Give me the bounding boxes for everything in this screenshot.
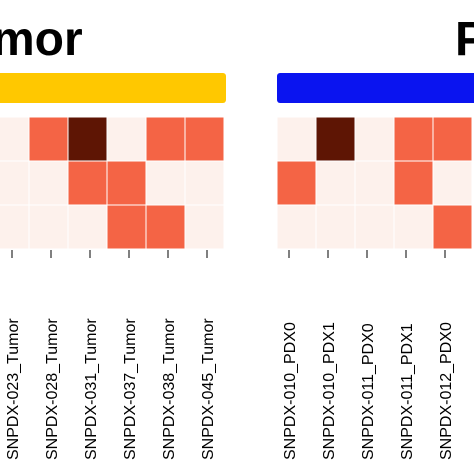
- x-tick-label: SNPDX-038_Tumor: [161, 318, 178, 460]
- x-tick-label: SNPDX-012_PDX0: [438, 322, 455, 460]
- heatmap-cell: [0, 116, 30, 162]
- heatmap-cell: [432, 204, 473, 250]
- x-tick-label: SNPDX-010_PDX1: [321, 322, 338, 460]
- heatmap-cell: [184, 204, 225, 250]
- heatmap-cell: [106, 204, 147, 250]
- x-tick-label: SNPDX-011_PDX0: [360, 323, 377, 460]
- x-tick-label: SNPDX-010_PDX0: [282, 322, 299, 460]
- heatmap-cell: [315, 204, 356, 250]
- heatmap-cell: [184, 160, 225, 206]
- heatmap-cell: [354, 160, 395, 206]
- heatmap-cell: [432, 160, 473, 206]
- heatmap-cell: [67, 160, 108, 206]
- heatmap-cell: [315, 116, 356, 162]
- x-tick-label: SNPDX-011_PDX1: [399, 323, 416, 460]
- heatmap-cell: [184, 116, 225, 162]
- x-tick-label: SNPDX-045_Tumor: [200, 318, 217, 460]
- heatmap-cell: [67, 116, 108, 162]
- heatmap-cell: [276, 160, 317, 206]
- heatmap-cell: [354, 116, 395, 162]
- group-bar-pdx: [277, 73, 474, 103]
- heatmap-cell: [276, 116, 317, 162]
- heatmap-cell: [28, 160, 69, 206]
- heatmap-cell: [393, 116, 434, 162]
- heatmap-cell: [276, 204, 317, 250]
- heatmap-cell: [145, 204, 186, 250]
- x-tick-label: SNPDX-031_Tumor: [83, 318, 100, 460]
- heatmap-cell: [0, 204, 30, 250]
- heatmap-cell: [393, 160, 434, 206]
- heatmap-cell: [145, 116, 186, 162]
- heatmap-cell: [67, 204, 108, 250]
- x-tick-label: SNPDX-028_Tumor: [44, 318, 61, 460]
- heatmap-cell: [0, 160, 30, 206]
- panel-title-right: P: [455, 13, 474, 66]
- heatmap-cell: [106, 160, 147, 206]
- panel-title-left: mor: [0, 13, 83, 66]
- heatmap-cell: [315, 160, 356, 206]
- heatmap-cell: [145, 160, 186, 206]
- heatmap-cell: [432, 116, 473, 162]
- heatmap-cell: [28, 204, 69, 250]
- heatmap-cell: [28, 116, 69, 162]
- x-tick-label: SNPDX-037_Tumor: [122, 318, 139, 460]
- heatmap-cell: [354, 204, 395, 250]
- group-bar-tumor: [0, 73, 226, 103]
- heatmap-cell: [393, 204, 434, 250]
- x-tick-label: SNPDX-023_Tumor: [5, 318, 22, 460]
- heatmap-cell: [106, 116, 147, 162]
